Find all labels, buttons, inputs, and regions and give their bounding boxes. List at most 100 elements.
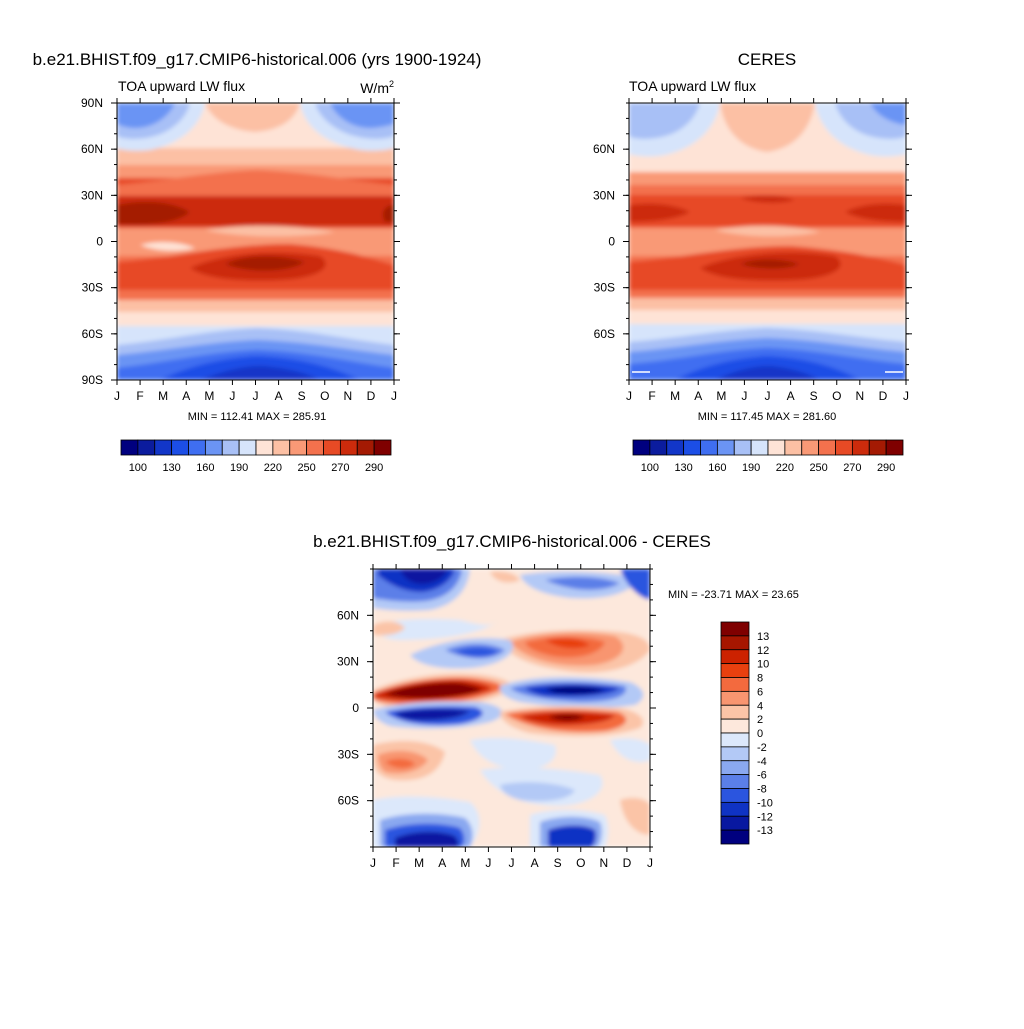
x-tick-label: J: [485, 856, 491, 870]
colorbar-swatch: [720, 760, 750, 776]
x-tick-label: M: [716, 389, 726, 403]
x-tick-label: A: [182, 389, 190, 403]
x-tick-label: O: [320, 389, 329, 403]
x-tick-label: M: [414, 856, 424, 870]
colorbar-label: 6: [757, 686, 763, 698]
x-tick-label: M: [460, 856, 470, 870]
y-tick-label: 30S: [594, 281, 615, 295]
y-tick-label: 90S: [82, 373, 103, 387]
colorbar-label: 10: [757, 659, 769, 671]
panel-title: b.e21.BHIST.f09_g17.CMIP6-historical.006…: [313, 532, 711, 551]
y-tick-label: 60S: [82, 327, 103, 341]
x-tick-label: M: [204, 389, 214, 403]
colorbar-swatch: [700, 439, 718, 456]
colorbar-label: 100: [129, 462, 147, 474]
colorbar-swatch: [683, 439, 701, 456]
panel-model: b.e21.BHIST.f09_g17.CMIP6-historical.006…: [33, 50, 482, 474]
colorbar-swatch: [171, 439, 189, 456]
colorbar-label: -2: [757, 742, 767, 754]
colorbar-label: 0: [757, 728, 763, 740]
colorbar-swatch: [632, 439, 651, 456]
colorbar-label: -4: [757, 756, 767, 768]
units-label: W/m2: [360, 79, 394, 96]
colorbar-label: 250: [809, 462, 827, 474]
panel-difference: b.e21.BHIST.f09_g17.CMIP6-historical.006…: [313, 532, 799, 870]
colorbar-swatch: [720, 649, 750, 665]
x-tick-label: J: [765, 389, 771, 403]
y-tick-label: 60S: [338, 794, 359, 808]
colorbar: 100 130 160 190 220 250 270 290: [632, 439, 904, 474]
minmax-label: MIN = 117.45 MAX = 281.60: [698, 411, 837, 423]
colorbar-swatch: [373, 439, 392, 456]
x-tick-label: S: [298, 389, 306, 403]
colorbar-swatch: [306, 439, 324, 456]
contour-field: [117, 103, 394, 380]
colorbar-swatch: [720, 788, 750, 803]
minmax-label: MIN = 112.41 MAX = 285.91: [188, 411, 327, 423]
y-tick-label: 30N: [337, 655, 359, 669]
x-tick-label: D: [879, 389, 888, 403]
colorbar-swatch: [868, 439, 887, 456]
colorbar-label: 4: [757, 700, 763, 712]
colorbar-swatch: [255, 439, 274, 456]
x-tick-label: A: [275, 389, 283, 403]
x-tick-label: J: [509, 856, 515, 870]
colorbar-swatch: [818, 439, 836, 456]
colorbar-swatch: [154, 439, 173, 456]
colorbar-label: 160: [708, 462, 726, 474]
colorbar-swatch: [750, 439, 769, 456]
panel-subtitle: TOA upward LW flux: [118, 78, 245, 94]
colorbar-label: 290: [877, 462, 895, 474]
x-tick-label: N: [599, 856, 608, 870]
x-tick-label: J: [626, 389, 632, 403]
x-tick-label: F: [392, 856, 399, 870]
x-tick-label: J: [741, 389, 747, 403]
colorbar-swatch: [720, 829, 750, 845]
colorbar-label: 220: [264, 462, 282, 474]
x-tick-label: J: [647, 856, 653, 870]
colorbar-swatch: [784, 439, 803, 456]
x-tick-label: J: [114, 389, 120, 403]
colorbar-swatch: [720, 677, 750, 692]
x-tick-label: N: [855, 389, 864, 403]
panel-subtitle: TOA upward LW flux: [629, 78, 756, 94]
x-tick-label: A: [694, 389, 702, 403]
x-tick-label: D: [367, 389, 376, 403]
colorbar: 13 12 10 86 4 2 0 -2 -4 -6 -8-10 -12 -13: [720, 621, 773, 845]
x-tick-label: F: [136, 389, 143, 403]
panel-title: CERES: [738, 50, 797, 69]
x-tick-label: S: [810, 389, 818, 403]
x-tick-label: D: [623, 856, 632, 870]
colorbar-swatch: [238, 439, 257, 456]
colorbar-swatch: [733, 439, 752, 456]
colorbar-label: -6: [757, 770, 767, 782]
contour-field: [629, 103, 906, 380]
colorbar-label: -10: [757, 797, 773, 809]
colorbar-label: 270: [843, 462, 861, 474]
x-tick-label: J: [370, 856, 376, 870]
colorbar-swatch: [289, 439, 308, 456]
colorbar-label: -12: [757, 811, 773, 823]
colorbar-swatch: [720, 635, 750, 651]
colorbar-swatch: [272, 439, 291, 456]
colorbar-swatch: [720, 663, 750, 678]
y-tick-label: 60N: [81, 142, 103, 156]
colorbar-swatch: [339, 439, 358, 456]
y-tick-label: 0: [96, 235, 103, 249]
colorbar-label: 270: [331, 462, 349, 474]
x-tick-label: M: [158, 389, 168, 403]
colorbar-label: 190: [230, 462, 248, 474]
colorbar-swatch: [885, 439, 904, 456]
colorbar-label: 130: [162, 462, 180, 474]
colorbar-label: 290: [365, 462, 383, 474]
colorbar-label: 190: [742, 462, 760, 474]
y-tick-label: 60N: [337, 608, 359, 622]
x-tick-label: J: [391, 389, 397, 403]
colorbar-swatch: [666, 439, 685, 456]
y-tick-label: 30S: [82, 281, 103, 295]
y-tick-label: 30S: [338, 747, 359, 761]
x-tick-label: S: [554, 856, 562, 870]
colorbar-label: 250: [297, 462, 315, 474]
x-tick-label: A: [531, 856, 539, 870]
colorbar: 100 130 160 190 220 250 270 290: [120, 439, 392, 474]
